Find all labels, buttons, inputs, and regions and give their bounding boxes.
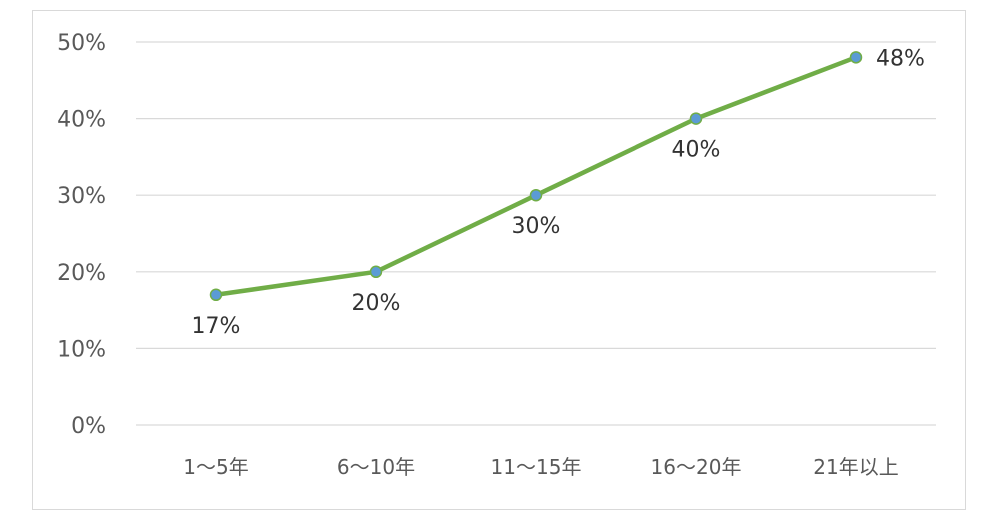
- data-label: 30%: [512, 214, 561, 239]
- x-tick-label: 21年以上: [813, 455, 898, 479]
- y-tick-label: 40%: [57, 108, 106, 133]
- data-label: 48%: [876, 46, 925, 71]
- data-label: 40%: [672, 138, 721, 163]
- x-tick-label: 11～15年: [491, 455, 582, 479]
- x-tick-label: 1～5年: [183, 455, 248, 479]
- x-tick-label: 16～20年: [651, 455, 742, 479]
- gridlines: [136, 41, 936, 426]
- data-point: [369, 265, 383, 279]
- y-tick-label: 30%: [57, 184, 106, 209]
- y-tick-label: 50%: [57, 31, 106, 56]
- series-line-path: [213, 55, 859, 298]
- data-point: [529, 188, 543, 202]
- data-labels: 17% 20% 30% 40% 48%: [192, 46, 925, 338]
- series-markers: [209, 51, 863, 302]
- y-tick-label: 10%: [57, 337, 106, 362]
- data-point: [689, 112, 703, 125]
- data-point: [209, 288, 223, 302]
- y-tick-label: 0%: [71, 414, 106, 439]
- data-label: 20%: [352, 291, 401, 316]
- x-axis-tick-labels: 1～5年 6～10年 11～15年 16～20年 21年以上: [183, 455, 898, 479]
- y-axis-tick-labels: 0% 10% 20% 30% 40% 50%: [57, 31, 106, 439]
- chart-area: [32, 10, 966, 510]
- series-line: [213, 55, 859, 298]
- data-label: 17%: [192, 314, 241, 339]
- y-tick-label: 20%: [57, 261, 106, 286]
- data-point: [849, 51, 863, 64]
- x-tick-label: 6～10年: [337, 455, 415, 479]
